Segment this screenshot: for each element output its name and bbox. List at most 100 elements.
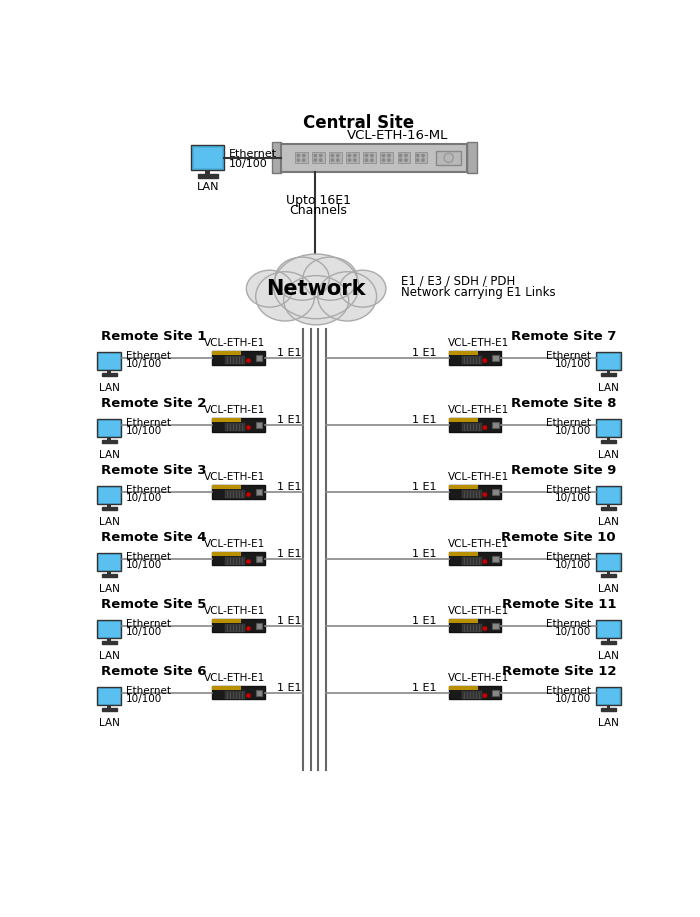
Ellipse shape bbox=[246, 271, 293, 307]
Circle shape bbox=[416, 159, 419, 161]
Text: LAN: LAN bbox=[598, 449, 619, 459]
FancyBboxPatch shape bbox=[468, 142, 477, 173]
FancyBboxPatch shape bbox=[225, 356, 245, 364]
Text: E1 / E3 / SDH / PDH: E1 / E3 / SDH / PDH bbox=[401, 274, 516, 288]
FancyBboxPatch shape bbox=[212, 687, 265, 700]
Text: Remote Site 1: Remote Site 1 bbox=[102, 330, 206, 343]
Text: 10/100: 10/100 bbox=[126, 560, 162, 570]
Text: Ethernet: Ethernet bbox=[126, 619, 172, 629]
Circle shape bbox=[371, 154, 373, 157]
FancyBboxPatch shape bbox=[108, 571, 111, 574]
FancyBboxPatch shape bbox=[97, 419, 121, 437]
FancyBboxPatch shape bbox=[462, 624, 482, 632]
Text: VCL-ETH-E1: VCL-ETH-E1 bbox=[448, 471, 510, 481]
Circle shape bbox=[422, 154, 424, 157]
Text: VCL-ETH-E1: VCL-ETH-E1 bbox=[204, 337, 265, 348]
FancyBboxPatch shape bbox=[108, 705, 111, 708]
FancyBboxPatch shape bbox=[102, 708, 117, 711]
Text: 1 E1: 1 E1 bbox=[277, 549, 302, 559]
Text: 10/100: 10/100 bbox=[555, 627, 592, 637]
FancyBboxPatch shape bbox=[99, 555, 120, 569]
FancyBboxPatch shape bbox=[436, 151, 461, 165]
FancyBboxPatch shape bbox=[598, 622, 619, 636]
Text: 10/100: 10/100 bbox=[126, 493, 162, 503]
FancyBboxPatch shape bbox=[225, 624, 245, 632]
Text: Remote Site 11: Remote Site 11 bbox=[502, 598, 616, 611]
Circle shape bbox=[337, 154, 339, 157]
Circle shape bbox=[337, 159, 339, 161]
FancyBboxPatch shape bbox=[449, 687, 501, 700]
Text: LAN: LAN bbox=[99, 650, 120, 660]
Text: VCL-ETH-E1: VCL-ETH-E1 bbox=[204, 404, 265, 414]
FancyBboxPatch shape bbox=[462, 557, 482, 565]
Text: Remote Site 12: Remote Site 12 bbox=[502, 665, 616, 678]
Text: 1 E1: 1 E1 bbox=[277, 348, 302, 359]
FancyBboxPatch shape bbox=[102, 641, 117, 644]
FancyBboxPatch shape bbox=[191, 146, 224, 170]
Text: Ethernet: Ethernet bbox=[126, 686, 172, 696]
Circle shape bbox=[483, 694, 486, 697]
Circle shape bbox=[302, 154, 305, 157]
FancyBboxPatch shape bbox=[607, 571, 610, 574]
FancyBboxPatch shape bbox=[462, 423, 482, 431]
Circle shape bbox=[247, 627, 250, 630]
FancyBboxPatch shape bbox=[601, 507, 616, 510]
FancyBboxPatch shape bbox=[598, 555, 619, 569]
FancyBboxPatch shape bbox=[99, 421, 120, 436]
Text: Remote Site 5: Remote Site 5 bbox=[102, 598, 206, 611]
Circle shape bbox=[400, 159, 402, 161]
FancyBboxPatch shape bbox=[281, 144, 468, 171]
FancyBboxPatch shape bbox=[598, 689, 619, 703]
Ellipse shape bbox=[340, 271, 386, 307]
FancyBboxPatch shape bbox=[596, 352, 620, 370]
Circle shape bbox=[365, 154, 368, 157]
Text: Network carrying E1 Links: Network carrying E1 Links bbox=[401, 286, 556, 299]
FancyBboxPatch shape bbox=[601, 440, 616, 443]
FancyBboxPatch shape bbox=[462, 490, 482, 498]
FancyBboxPatch shape bbox=[212, 619, 241, 623]
Circle shape bbox=[331, 154, 334, 157]
Text: Ethernet: Ethernet bbox=[546, 552, 592, 561]
FancyBboxPatch shape bbox=[601, 373, 616, 376]
Text: LAN: LAN bbox=[598, 382, 619, 392]
Text: Remote Site 3: Remote Site 3 bbox=[102, 464, 207, 477]
FancyBboxPatch shape bbox=[414, 152, 427, 163]
Ellipse shape bbox=[284, 276, 349, 325]
Text: LAN: LAN bbox=[99, 718, 120, 727]
FancyBboxPatch shape bbox=[212, 552, 265, 566]
FancyBboxPatch shape bbox=[449, 552, 477, 556]
FancyBboxPatch shape bbox=[256, 489, 262, 495]
Text: 1 E1: 1 E1 bbox=[277, 616, 302, 626]
Circle shape bbox=[297, 154, 300, 157]
FancyBboxPatch shape bbox=[596, 620, 620, 638]
FancyBboxPatch shape bbox=[449, 485, 477, 489]
Text: 10/100: 10/100 bbox=[126, 627, 162, 637]
Text: 10/100: 10/100 bbox=[555, 426, 592, 436]
Circle shape bbox=[314, 154, 316, 157]
FancyBboxPatch shape bbox=[212, 351, 241, 355]
Circle shape bbox=[320, 154, 322, 157]
Text: LAN: LAN bbox=[99, 382, 120, 392]
FancyBboxPatch shape bbox=[598, 488, 619, 503]
FancyBboxPatch shape bbox=[212, 485, 241, 489]
Text: Remote Site 10: Remote Site 10 bbox=[501, 531, 616, 544]
Text: Remote Site 4: Remote Site 4 bbox=[102, 531, 207, 544]
Text: LAN: LAN bbox=[99, 449, 120, 459]
FancyBboxPatch shape bbox=[225, 691, 245, 699]
FancyBboxPatch shape bbox=[596, 486, 620, 504]
FancyBboxPatch shape bbox=[108, 437, 111, 440]
FancyBboxPatch shape bbox=[601, 574, 616, 577]
Text: 1 E1: 1 E1 bbox=[412, 482, 436, 492]
Circle shape bbox=[416, 154, 419, 157]
Circle shape bbox=[302, 159, 305, 161]
Text: 10/100: 10/100 bbox=[230, 159, 268, 169]
Text: 1 E1: 1 E1 bbox=[277, 683, 302, 693]
FancyBboxPatch shape bbox=[449, 351, 477, 355]
FancyBboxPatch shape bbox=[492, 489, 498, 495]
FancyBboxPatch shape bbox=[462, 356, 482, 364]
FancyBboxPatch shape bbox=[99, 622, 120, 636]
FancyBboxPatch shape bbox=[492, 355, 498, 361]
FancyBboxPatch shape bbox=[381, 152, 393, 163]
FancyBboxPatch shape bbox=[607, 705, 610, 708]
Text: Remote Site 2: Remote Site 2 bbox=[102, 397, 206, 410]
